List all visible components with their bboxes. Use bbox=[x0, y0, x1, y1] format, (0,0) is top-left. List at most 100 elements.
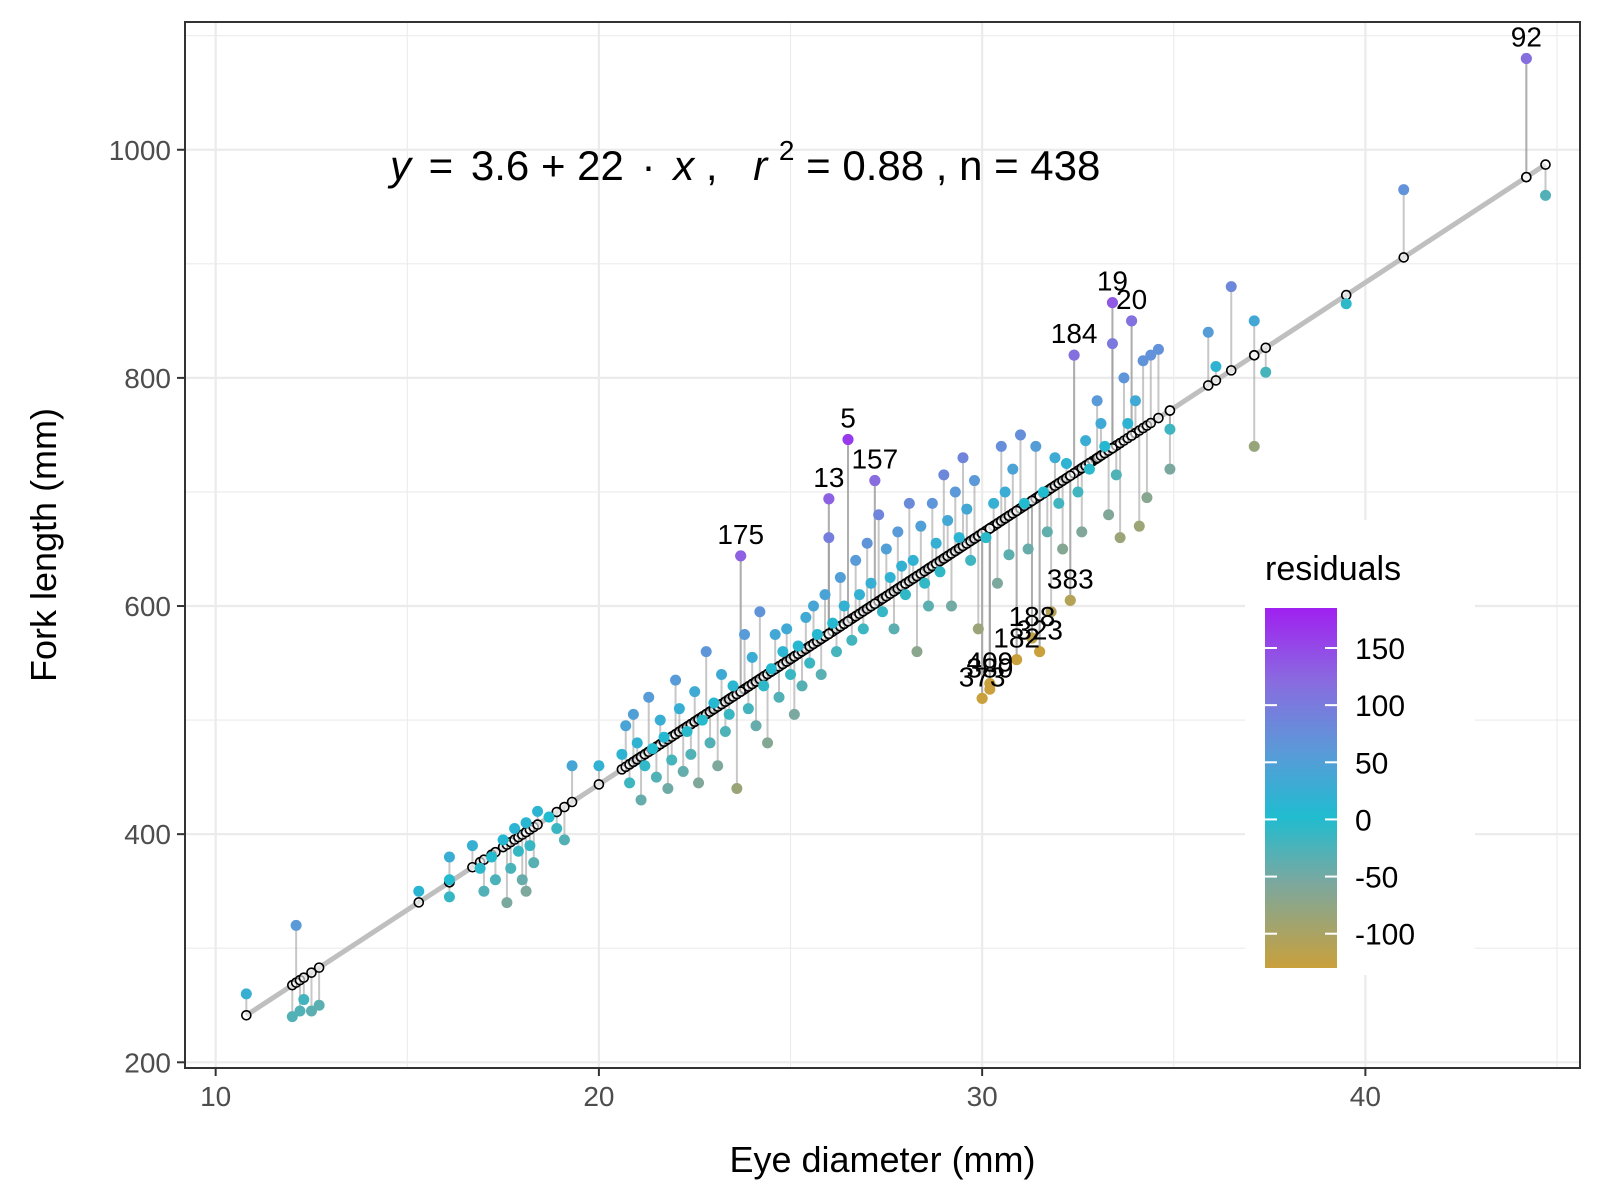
observed-point bbox=[1076, 526, 1088, 538]
observed-point bbox=[1540, 189, 1552, 201]
observed-point bbox=[670, 674, 682, 686]
observed-point bbox=[512, 845, 524, 857]
fitted-point bbox=[1064, 470, 1076, 482]
fitted-points bbox=[241, 159, 1551, 1021]
observed-point bbox=[566, 760, 578, 772]
observed-point bbox=[727, 680, 739, 692]
observed-point bbox=[831, 646, 843, 658]
observed-point bbox=[938, 469, 950, 481]
fitted-point bbox=[1164, 405, 1176, 416]
observed-point bbox=[915, 520, 927, 532]
fitted-point bbox=[532, 819, 543, 830]
point-label: 157 bbox=[851, 444, 898, 475]
observed-point bbox=[700, 646, 712, 658]
eq-r: r bbox=[753, 142, 769, 189]
observed-point bbox=[1049, 452, 1061, 464]
observed-point bbox=[762, 737, 774, 749]
observed-point bbox=[877, 606, 888, 618]
eq-dot: · bbox=[642, 142, 656, 189]
observed-point bbox=[999, 486, 1011, 498]
observed-points bbox=[240, 53, 1552, 1023]
point-label: 380 bbox=[966, 652, 1013, 683]
observed-point bbox=[792, 640, 804, 652]
observed-point bbox=[294, 1005, 306, 1017]
observed-point bbox=[1129, 395, 1141, 407]
observed-point bbox=[520, 885, 532, 897]
observed-point bbox=[620, 720, 632, 732]
observed-point bbox=[443, 874, 455, 886]
observed-point bbox=[1014, 429, 1026, 441]
observed-point bbox=[884, 572, 896, 584]
observed-point bbox=[769, 629, 781, 641]
observed-point bbox=[735, 550, 747, 562]
observed-point bbox=[731, 783, 743, 795]
observed-point bbox=[1145, 349, 1157, 361]
observed-point bbox=[838, 600, 850, 612]
observed-point bbox=[443, 851, 455, 863]
observed-point bbox=[765, 663, 777, 675]
fitted-point bbox=[1540, 159, 1551, 170]
observed-point bbox=[413, 885, 425, 897]
point-label: 92 bbox=[1511, 22, 1542, 53]
regression-equation: y = 3.6 + 22 · x , r 2 = 0.88 , n = 438 bbox=[387, 122, 1100, 189]
observed-point bbox=[658, 731, 670, 743]
point-label: 323 bbox=[1016, 615, 1063, 646]
fitted-point bbox=[313, 962, 325, 973]
legend-tick-label: 0 bbox=[1355, 804, 1372, 837]
observed-point bbox=[1045, 606, 1057, 618]
observed-point bbox=[811, 629, 823, 641]
observed-point bbox=[919, 577, 931, 589]
fitted-point bbox=[735, 686, 747, 697]
observed-point bbox=[976, 692, 988, 704]
observed-point bbox=[907, 554, 919, 566]
observed-point bbox=[1099, 440, 1111, 452]
observed-point bbox=[666, 754, 678, 766]
observed-point bbox=[934, 566, 946, 578]
observed-point bbox=[1260, 366, 1272, 378]
observed-point bbox=[505, 862, 517, 874]
fitted-point bbox=[593, 779, 605, 790]
observed-point bbox=[635, 794, 647, 806]
observed-point bbox=[643, 691, 655, 703]
observed-point bbox=[1106, 338, 1118, 350]
legend-tick-label: -100 bbox=[1355, 919, 1415, 952]
observed-point bbox=[1118, 372, 1130, 384]
observed-point bbox=[486, 851, 498, 863]
observed-point bbox=[773, 691, 785, 703]
point-label: 409 bbox=[966, 647, 1013, 678]
observed-point bbox=[298, 994, 310, 1006]
y-tick-label: 400 bbox=[124, 819, 171, 850]
eq-rest: = 0.88 , n = 438 bbox=[806, 142, 1100, 189]
fitted-point bbox=[559, 801, 570, 813]
observed-point bbox=[1083, 463, 1095, 475]
observed-point bbox=[501, 897, 513, 909]
legend-tick-label: -50 bbox=[1355, 862, 1398, 895]
legend-colorbar bbox=[1265, 608, 1337, 968]
observed-point bbox=[639, 760, 651, 772]
y-axis-title: Fork length (mm) bbox=[23, 408, 64, 682]
eq-comma: , bbox=[706, 142, 718, 189]
observed-point bbox=[758, 680, 770, 692]
observed-point bbox=[995, 440, 1007, 452]
fitted-point bbox=[306, 967, 317, 978]
observed-point bbox=[949, 486, 961, 498]
observed-point bbox=[689, 686, 701, 698]
legend-tick-label: 150 bbox=[1355, 633, 1405, 666]
y-tick-label: 200 bbox=[124, 1047, 171, 1078]
observed-point bbox=[1248, 440, 1260, 452]
observed-point bbox=[696, 714, 708, 726]
observed-point bbox=[1141, 492, 1153, 504]
observed-point bbox=[961, 503, 973, 515]
observed-point bbox=[1041, 526, 1053, 538]
legend-tick-label: 100 bbox=[1355, 690, 1405, 723]
observed-point bbox=[880, 543, 892, 555]
observed-point bbox=[443, 891, 455, 903]
observed-point bbox=[823, 493, 835, 505]
observed-point bbox=[788, 708, 800, 720]
observed-point bbox=[846, 634, 858, 646]
observed-point bbox=[708, 697, 720, 709]
observed-point bbox=[781, 623, 793, 635]
